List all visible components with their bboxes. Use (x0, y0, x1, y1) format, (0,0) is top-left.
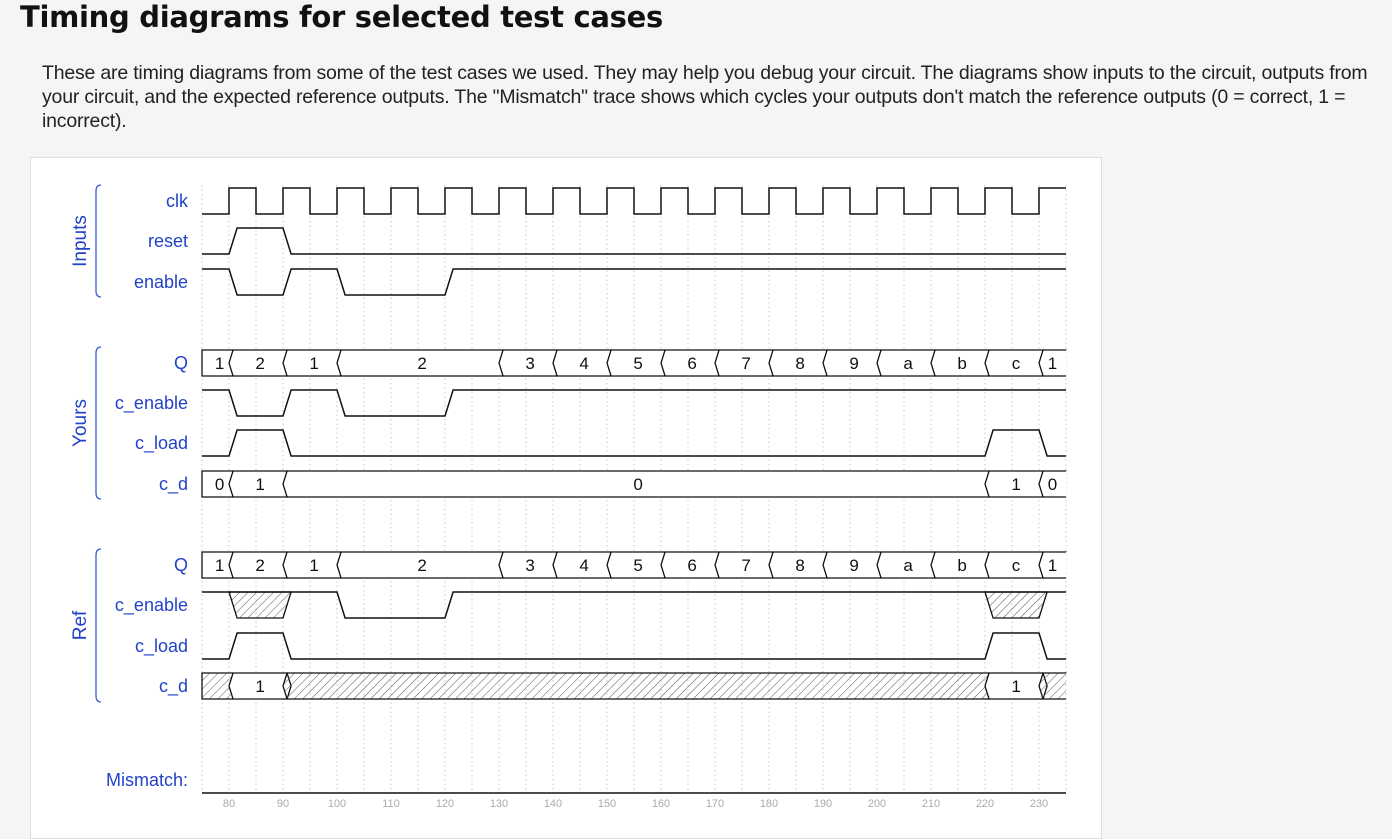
bus-value: 1 (255, 677, 264, 696)
axis-tick-label: 170 (706, 798, 724, 810)
bus-value: 1 (255, 475, 264, 494)
axis-tick-label: 140 (544, 798, 562, 810)
bus-value: 1 (1048, 354, 1057, 373)
group-label-yours: Yours (70, 399, 91, 447)
bus-value: 9 (849, 354, 858, 373)
axis-tick-label: 90 (277, 798, 289, 810)
group-brace (95, 184, 102, 298)
bus-value: 0 (633, 475, 642, 494)
group-label-inputs: Inputs (70, 215, 91, 267)
bus-value: 2 (255, 556, 264, 575)
group-brace (95, 548, 102, 703)
bit-waveform (202, 389, 1066, 417)
bus-value: 1 (309, 354, 318, 373)
bus-value: 1 (215, 556, 224, 575)
bus-value: 2 (255, 354, 264, 373)
signal-label-reset: reset (148, 231, 188, 251)
bus-value: 5 (633, 354, 642, 373)
timing-diagram: 80 90 100 110 120 130 140 150 160 170 180 190 200 210… (70, 184, 1067, 810)
signal-label-enable: enable (134, 272, 188, 292)
bus-value: 7 (741, 354, 750, 373)
bus-value: c (1012, 556, 1021, 575)
signal-label-c_d: c_d (159, 676, 188, 697)
axis-tick-label: 210 (922, 798, 940, 810)
bus-value: 8 (795, 354, 804, 373)
signal-label-clk: clk (166, 191, 189, 211)
group-brace (95, 346, 102, 500)
bus-value: 6 (687, 354, 696, 373)
bus-value: 2 (417, 556, 426, 575)
clock-waveform (202, 187, 1066, 215)
bus-value: 1 (309, 556, 318, 575)
bus-segment (1038, 349, 1067, 377)
signal-label-c_enable: c_enable (115, 393, 188, 414)
unknown-region (1038, 672, 1067, 700)
axis-tick-label: 130 (490, 798, 508, 810)
bus-value: 1 (1011, 677, 1020, 696)
bus-segment (1038, 470, 1067, 498)
bus-value: 6 (687, 556, 696, 575)
axis-tick-label: 100 (328, 798, 346, 810)
bus-value: 8 (795, 556, 804, 575)
group-label-ref: Ref (70, 610, 91, 640)
unknown-region (282, 672, 994, 700)
axis-tick-label: 180 (760, 798, 778, 810)
axis-tick-label: 190 (814, 798, 832, 810)
bus-value: c (1012, 354, 1021, 373)
bus-value: 0 (1048, 475, 1057, 494)
signal-label-c_load: c_load (135, 433, 188, 454)
bit-waveform (202, 227, 1066, 255)
axis-tick-label: 160 (652, 798, 670, 810)
unknown-region (228, 591, 292, 619)
bus-value: 0 (215, 475, 224, 494)
bus-value: a (903, 354, 913, 373)
axis-tick-label: 220 (976, 798, 994, 810)
bus-value: 2 (417, 354, 426, 373)
axis-tick-label: 80 (223, 798, 235, 810)
bit-waveform (202, 591, 1066, 619)
signal-label-q: Q (174, 353, 188, 373)
signal-label-c_load: c_load (135, 636, 188, 657)
bus-value: 9 (849, 556, 858, 575)
page-title: Timing diagrams for selected test cases (20, 0, 663, 34)
axis-tick-label: 120 (436, 798, 454, 810)
axis-tick-label: 200 (868, 798, 886, 810)
signal-label-c_enable: c_enable (115, 595, 188, 616)
axis-tick-label: 110 (382, 798, 400, 810)
axis-tick-label: 230 (1030, 798, 1048, 810)
bus-value: b (957, 354, 966, 373)
signal-label-q: Q (174, 555, 188, 575)
bus-value: 4 (579, 556, 588, 575)
intro-text: These are timing diagrams from some of t… (42, 62, 1368, 132)
bus-value: a (903, 556, 913, 575)
signal-label-c_d: c_d (159, 474, 188, 495)
bus-value: 3 (525, 556, 534, 575)
bus-value: 1 (1048, 556, 1057, 575)
bus-value: 4 (579, 354, 588, 373)
bus-value: 3 (525, 354, 534, 373)
bus-value: 5 (633, 556, 642, 575)
axis-tick-label: 150 (598, 798, 616, 810)
bus-value: 7 (741, 556, 750, 575)
bus-value: b (957, 556, 966, 575)
timing-diagram-panel (30, 157, 1102, 839)
unknown-region (984, 591, 1048, 619)
bus-value: 1 (1011, 475, 1020, 494)
bit-waveform (202, 632, 1066, 660)
bus-segment (1038, 551, 1067, 579)
bit-waveform (202, 429, 1066, 457)
bus-value: 1 (215, 354, 224, 373)
signal-label-mismatch: Mismatch: (106, 770, 188, 790)
bit-waveform (202, 268, 1066, 296)
